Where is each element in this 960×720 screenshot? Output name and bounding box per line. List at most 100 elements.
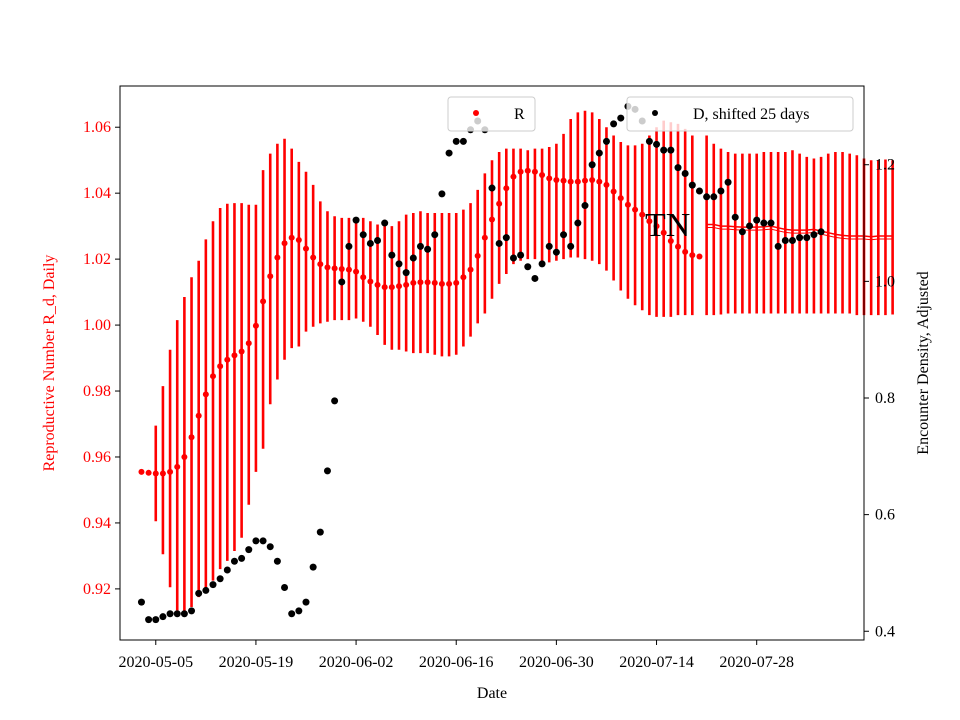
d-point [252,537,260,545]
d-point [374,237,382,245]
y2-tick-label: 1.0 [875,273,895,290]
r-point [267,273,274,280]
r-point [467,266,474,273]
d-point [817,228,825,236]
r-point [682,248,689,255]
d-point [617,114,625,122]
d-point [574,219,582,227]
tn-annotation: TN [645,207,690,244]
d-point [295,607,303,615]
d-point [645,137,653,145]
d-point [445,149,453,157]
d-point [717,187,725,195]
r-point [517,168,524,175]
d-point [781,237,789,245]
d-point [223,566,231,574]
y2-tick-label: 0.4 [875,623,895,640]
y1-tick-label: 0.92 [83,581,111,598]
x-tick-label: 2020-06-16 [419,654,494,671]
d-point [438,190,446,198]
d-point [653,140,661,148]
d-point [688,181,696,189]
y1-axis-label: Reproductive Number R_d, Daily [41,255,58,472]
r-point [274,254,281,261]
y1-tick-label: 0.94 [83,515,111,532]
d-point [209,581,217,589]
d-point [366,239,374,247]
r-point [567,178,574,185]
r-point [510,173,517,180]
d-point [302,598,310,606]
d-point [524,263,532,271]
d-point [216,575,224,583]
d-point [281,584,289,592]
legend-d-label: D, shifted 25 days [693,106,809,123]
y1-tick-label: 1.06 [83,119,111,136]
d-point [502,234,510,242]
r-point [610,188,617,195]
r-point [539,172,546,179]
d-point [409,254,417,262]
r-point [338,266,345,273]
d-point [731,213,739,221]
d-point [738,228,746,236]
r-point [396,283,402,290]
d-point [202,586,210,594]
legend-d: D, shifted 25 days [626,96,854,132]
r-point [260,298,267,305]
r-point [582,177,588,184]
d-point [724,178,732,186]
r-point [417,279,424,286]
r-point [138,468,145,475]
d-point [753,216,761,224]
d-point [803,234,811,242]
d-point [173,610,181,618]
y1-tick-label: 1.00 [83,317,111,334]
r-point [667,237,674,244]
x-tick-label: 2020-06-02 [319,654,394,671]
r-point [639,211,646,218]
d-point [424,245,432,253]
d-point [495,239,503,247]
d-point [152,616,160,624]
d-point [667,146,675,154]
legend-d-box [626,96,854,132]
r-point [410,279,417,286]
r-point [331,265,338,272]
r-point [446,280,453,287]
r-point [281,240,288,247]
d-point [381,219,389,227]
d-point [610,120,618,128]
r-point [431,279,438,286]
r-point [503,185,510,192]
r-point [231,352,238,359]
d-point [509,254,517,262]
legend-r-marker [473,110,479,116]
d-point [567,242,575,250]
d-point [266,543,274,551]
d-point [323,467,331,475]
d-point [431,231,439,239]
d-point [331,397,339,405]
r-point [589,176,596,183]
d-point [810,231,818,239]
y1-tick-label: 0.98 [83,383,111,400]
x-tick-label: 2020-05-19 [219,654,294,671]
r-point [353,268,360,275]
legend-r-label: R [514,106,525,123]
d-point [188,607,196,615]
d-point [359,231,367,239]
d-point [345,242,353,250]
d-point [402,269,410,277]
d-point [681,169,689,177]
d-point [588,161,596,169]
r-point [367,278,374,285]
r-point [252,322,259,329]
legend-d-marker [652,110,658,116]
d-point [760,219,768,227]
r-point [238,348,245,355]
r-point [217,363,224,370]
d-point [774,242,782,250]
r-point [675,243,681,250]
